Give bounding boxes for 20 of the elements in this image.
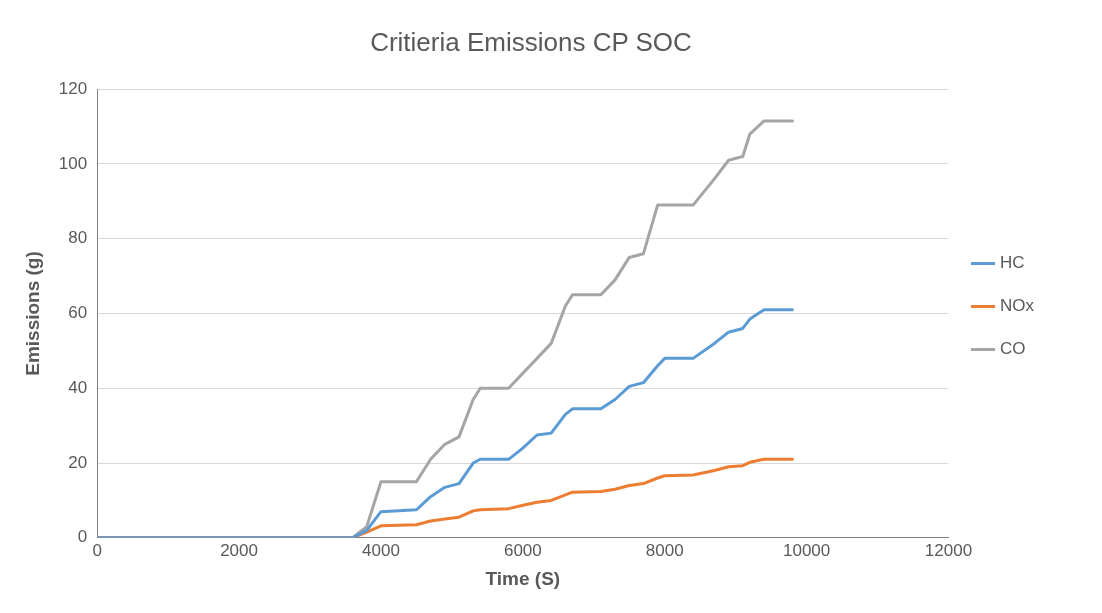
x-tick-label: 0 — [92, 540, 102, 560]
y-tick-label: 40 — [68, 377, 88, 397]
y-tick-label: 60 — [68, 303, 88, 323]
y-tick-label: 80 — [68, 228, 88, 248]
y-tick-label: 0 — [77, 527, 88, 547]
x-tick-label: 8000 — [645, 540, 684, 560]
y-axis-title: Emissions (g) — [21, 251, 43, 376]
y-tick-label: 20 — [68, 452, 88, 472]
legend-label: NOx — [1000, 296, 1035, 316]
y-tick-label: 120 — [58, 78, 88, 98]
x-tick-label: 10000 — [782, 540, 831, 560]
y-tick-label: 100 — [58, 153, 88, 173]
x-tick-label: 2000 — [220, 540, 258, 560]
chart-title: Critieria Emissions CP SOC — [370, 26, 692, 57]
x-tick-label: 4000 — [362, 540, 400, 560]
x-tick-label: 12000 — [924, 540, 973, 560]
x-axis-title: Time (S) — [485, 567, 561, 589]
legend-label: CO — [1000, 339, 1026, 359]
x-tick-label: 6000 — [503, 540, 542, 560]
legend-label: HC — [1000, 253, 1025, 273]
